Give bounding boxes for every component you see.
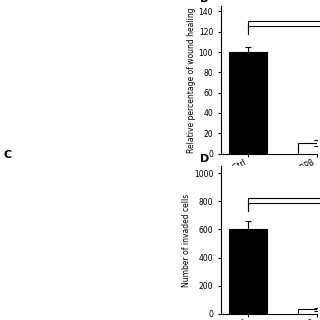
Bar	[229, 52, 267, 154]
Text: B: B	[200, 0, 208, 4]
Y-axis label: Number of invaded cells: Number of invaded cells	[182, 193, 191, 287]
Y-axis label: Relative percentage of wound healing: Relative percentage of wound healing	[187, 7, 196, 153]
Text: C: C	[3, 150, 11, 160]
Text: D: D	[200, 154, 209, 164]
Bar	[298, 143, 320, 154]
Bar	[229, 229, 267, 314]
Bar	[298, 309, 320, 314]
